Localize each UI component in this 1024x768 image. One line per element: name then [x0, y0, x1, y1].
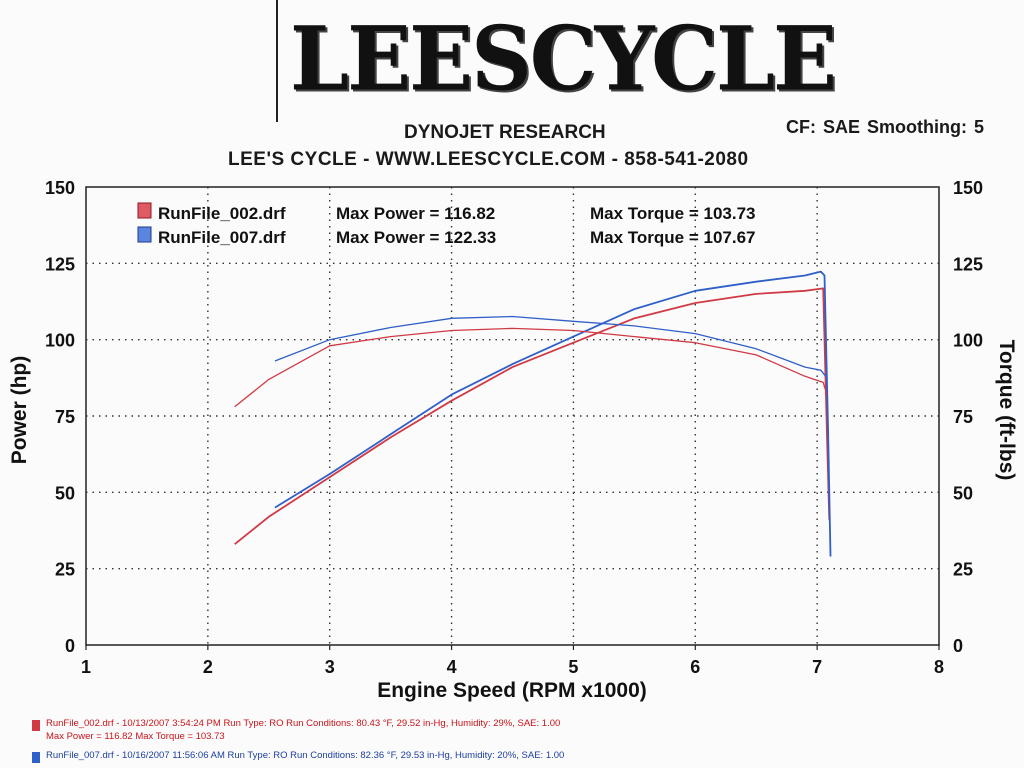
y2-axis-label: Torque (ft-lbs): [995, 340, 1018, 481]
legend-torque-2: Max Torque = 107.67: [590, 228, 756, 247]
footer-swatch-blue: [32, 752, 40, 763]
chart-subtitle: LEE'S CYCLE - WWW.LEESCYCLE.COM - 858-54…: [228, 149, 749, 170]
grid-lines: [85, 187, 940, 650]
y-tick-label: 0: [65, 636, 75, 656]
y2-tick-label: 100: [953, 331, 983, 351]
series-line-torque: [234, 327, 828, 408]
x-tick-label: 4: [447, 657, 457, 677]
legend-power-2: Max Power = 122.33: [336, 228, 496, 247]
chart-title: DYNOJET RESEARCH: [404, 122, 606, 143]
footer-run1-details: RunFile_002.drf - 10/13/2007 3:54:24 PM …: [46, 718, 561, 729]
legend-file-1: RunFile_002.drf: [158, 204, 286, 223]
logo-divider: [276, 0, 278, 122]
plot-frame: [85, 186, 940, 646]
y-tick-label: 75: [55, 407, 75, 427]
y-tick-label: 100: [45, 331, 75, 351]
x-tick-label: 2: [203, 657, 213, 677]
legend-swatch-red: [137, 202, 152, 219]
legend: RunFile_002.drf Max Power = 116.82 Max T…: [137, 202, 756, 247]
settings-label: CF: SAE Smoothing: 5: [786, 117, 984, 137]
y-tick-label: 150: [45, 178, 75, 198]
footer-run2-details: RunFile_007.drf - 10/16/2007 11:56:06 AM…: [46, 750, 565, 761]
y-tick-label: 25: [55, 560, 75, 580]
x-tick-label: 8: [934, 657, 944, 677]
series-line-torque: [274, 315, 827, 377]
y2-tick-label: 25: [953, 560, 973, 580]
x-axis-label: Engine Speed (RPM x1000): [377, 679, 647, 702]
logo-text: LEESCYCLE: [290, 6, 837, 111]
legend-power-1: Max Power = 116.82: [336, 204, 495, 223]
y2-tick-label: 150: [953, 178, 983, 198]
data-lines: [234, 270, 832, 557]
y2-tick-label: 0: [953, 636, 963, 656]
y-axis-label: Power (hp): [8, 356, 31, 465]
x-tick-label: 3: [325, 657, 335, 677]
x-tick-label: 1: [81, 657, 91, 677]
x-tick-label: 5: [568, 657, 578, 677]
y2-tick-label: 75: [953, 407, 973, 427]
footer-run1-max: Max Power = 116.82 Max Torque = 103.73: [46, 731, 225, 742]
legend-torque-1: Max Torque = 103.73: [590, 204, 756, 223]
y-tick-label: 50: [55, 483, 75, 503]
logo: LEESCYCLE: [276, 0, 837, 122]
x-tick-label: 7: [812, 657, 822, 677]
y2-tick-label: 125: [953, 254, 983, 274]
legend-swatch-blue: [137, 226, 152, 243]
y-tick-label: 125: [45, 254, 75, 274]
y2-tick-label: 50: [953, 483, 973, 503]
legend-file-2: RunFile_007.drf: [158, 228, 286, 247]
x-tick-label: 6: [690, 657, 700, 677]
series-line-power: [234, 287, 831, 545]
footer-swatch-red: [32, 720, 40, 731]
series-line-power: [274, 270, 832, 557]
